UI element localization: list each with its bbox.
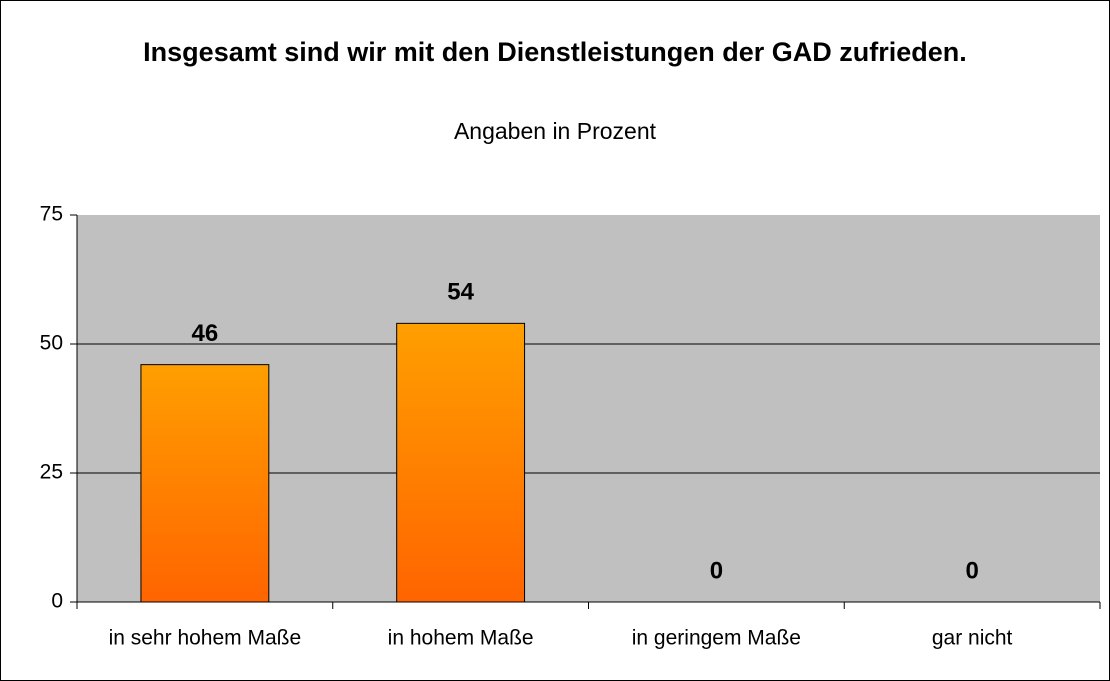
data-label: 0 (965, 557, 978, 584)
bar (140, 364, 270, 603)
y-tick-label: 50 (40, 332, 63, 355)
y-tick-label: 75 (40, 203, 63, 226)
y-tick-label: 25 (40, 461, 63, 484)
chart-subtitle: Angaben in Prozent (453, 118, 657, 144)
data-label: 0 (710, 557, 723, 584)
bar (396, 322, 526, 603)
x-tick-label: in geringem Maße (632, 627, 801, 650)
data-label: 46 (192, 320, 219, 347)
data-label: 54 (447, 279, 474, 306)
y-tick-label: 0 (51, 590, 63, 613)
x-tick-label: in hohem Maße (388, 627, 534, 650)
chart-title: Insgesamt sind wir mit den Dienstleistun… (143, 37, 967, 67)
x-tick-label: in sehr hohem Maße (109, 627, 302, 650)
x-tick-label: gar nicht (932, 627, 1013, 650)
